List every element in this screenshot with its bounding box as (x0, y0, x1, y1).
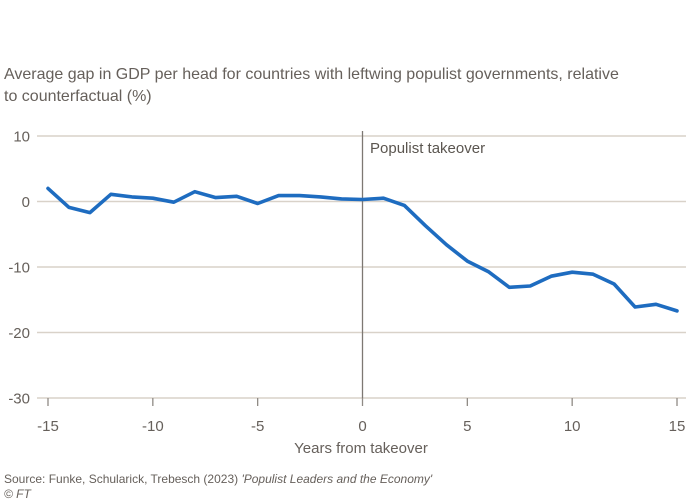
x-tick-label-0: 0 (358, 418, 366, 435)
x-tick-label--5: -5 (251, 418, 264, 435)
y-tick-label--20: -20 (8, 325, 30, 342)
x-tick-label--15: -15 (37, 418, 59, 435)
x-tick-label-10: 10 (564, 418, 581, 435)
x-tick-label-5: 5 (463, 418, 471, 435)
chart-subtitle-line1: Average gap in GDP per head for countrie… (4, 66, 619, 83)
ft-credit: © FT (4, 487, 31, 500)
x-tick-label-15: 15 (669, 418, 686, 435)
populist-takeover-annotation: Populist takeover (370, 140, 486, 157)
y-tick-label-10: 10 (13, 129, 30, 146)
source-work-title: 'Populist Leaders and the Economy' (241, 472, 433, 486)
y-tick-label--30: -30 (8, 391, 30, 408)
x-axis-title: Years from takeover (294, 440, 428, 457)
gdp-gap-series-line (46, 186, 679, 313)
chart-subtitle: Average gap in GDP per head for countrie… (4, 64, 619, 108)
y-tick-label--10: -10 (8, 260, 30, 277)
source-prefix: Source: Funke, Schularick, Trebesch (202… (4, 472, 242, 486)
chart-subtitle-line2: to counterfactual (%) (4, 88, 152, 105)
source-note: Source: Funke, Schularick, Trebesch (202… (4, 472, 432, 486)
y-tick-label-0: 0 (22, 194, 30, 211)
x-tick-label--10: -10 (142, 418, 164, 435)
